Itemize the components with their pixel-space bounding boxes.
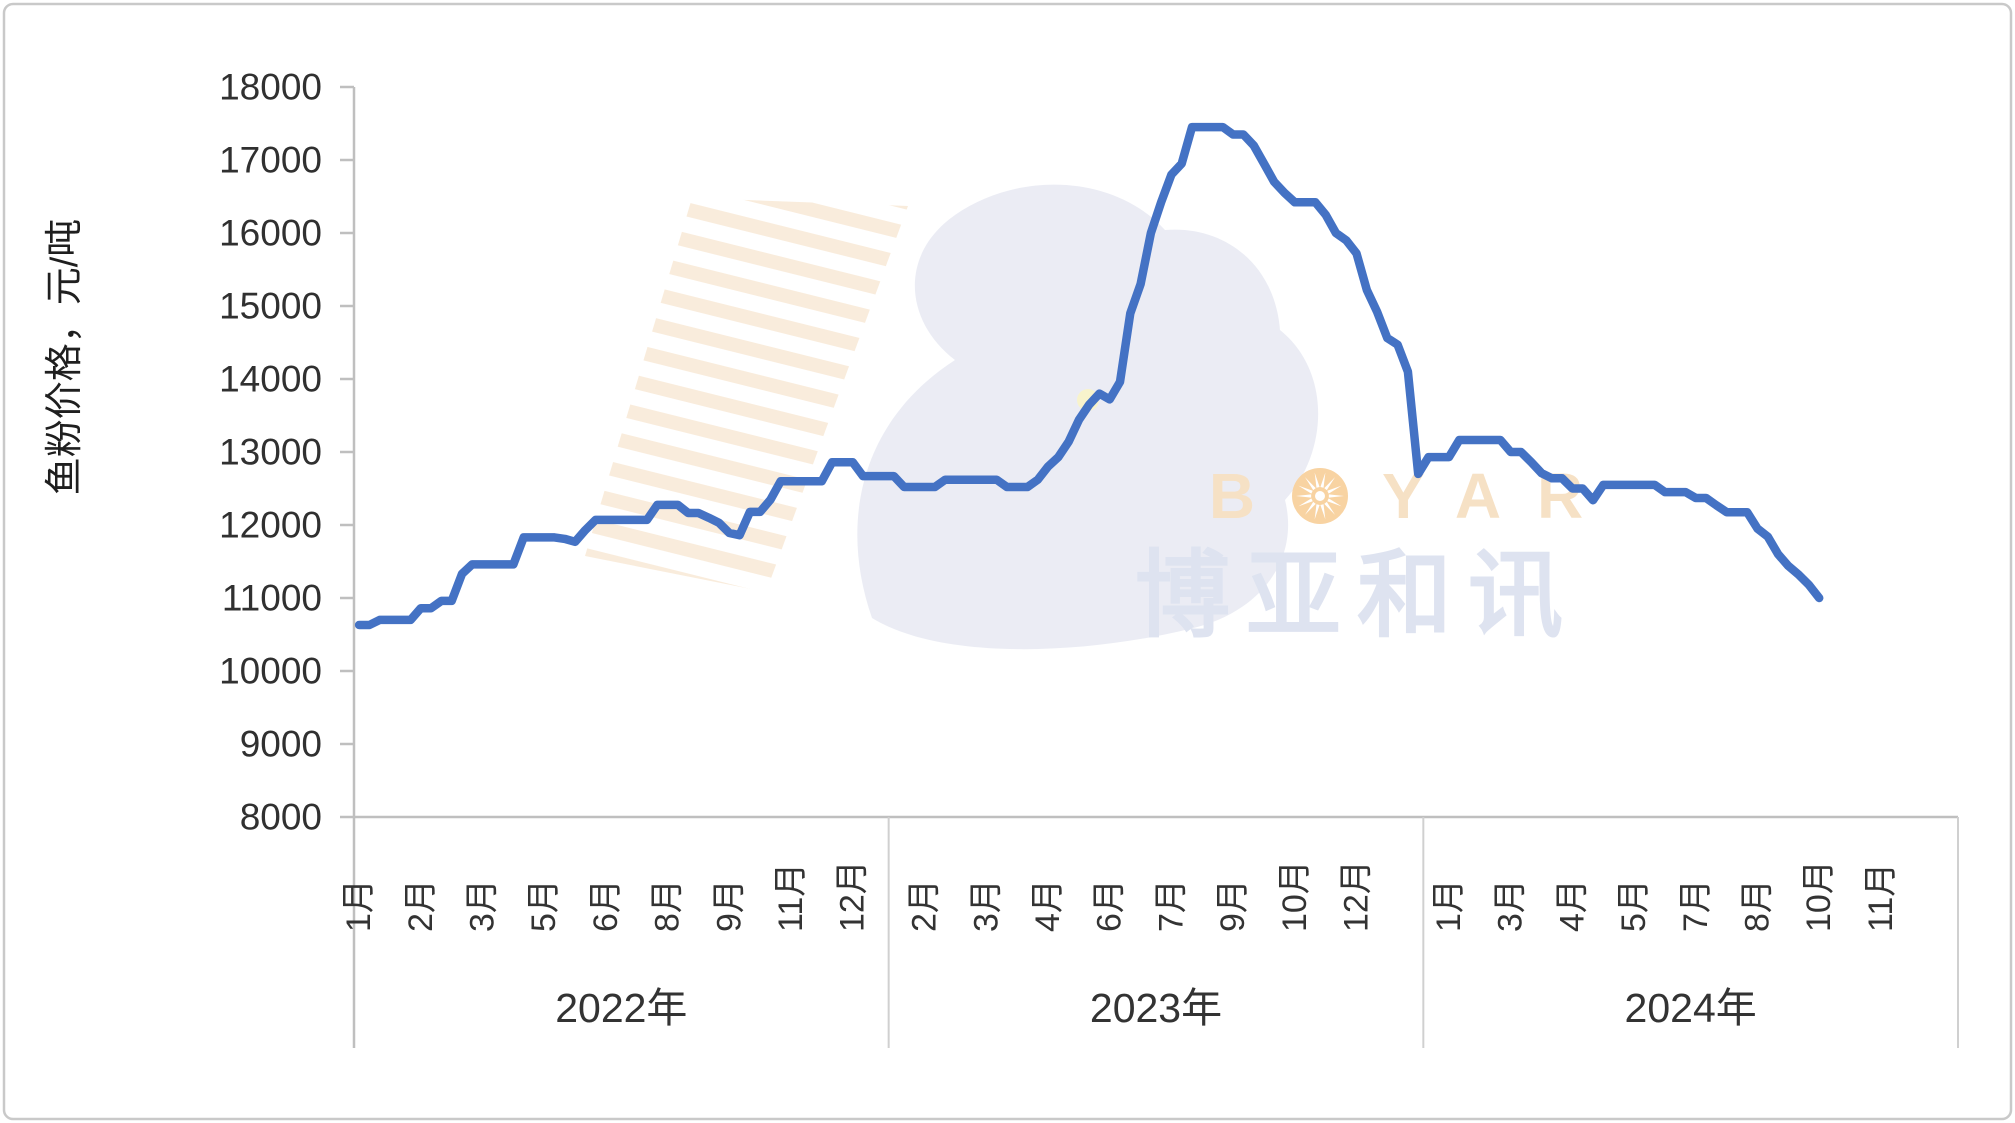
month-tick-label: 11月 xyxy=(1862,863,1900,932)
month-tick-label: 6月 xyxy=(1091,879,1129,932)
sunburst-ray-icon xyxy=(1324,501,1335,515)
month-tick-label: 12月 xyxy=(1338,860,1376,932)
month-tick-label: 3月 xyxy=(967,879,1005,932)
y-tick-label: 13000 xyxy=(219,432,322,473)
watermark-sunburst-icon xyxy=(1292,468,1348,524)
watermark: B YAR 博亚和讯 xyxy=(585,184,1583,650)
watermark-bird-icon xyxy=(857,184,1319,650)
month-tick-label: 9月 xyxy=(1214,879,1252,932)
month-tick-label: 3月 xyxy=(464,879,502,932)
sunburst-core-icon xyxy=(1315,491,1325,501)
month-tick-label: 8月 xyxy=(649,879,687,932)
year-label: 2023年 xyxy=(1090,985,1222,1031)
month-tick-label: 7月 xyxy=(1677,879,1715,932)
y-tick-label: 15000 xyxy=(219,286,322,327)
watermark-striped-wing xyxy=(585,198,908,592)
sunburst-ray-icon xyxy=(1305,501,1316,515)
y-axis-title: 鱼粉价格，元/吨 xyxy=(44,219,86,496)
watermark-brand-chinese: 博亚和讯 xyxy=(1135,543,1579,649)
y-tick-label: 10000 xyxy=(219,651,322,692)
year-label: 2024年 xyxy=(1625,985,1757,1031)
month-tick-label: 12月 xyxy=(834,860,872,932)
sunburst-ray-icon xyxy=(1298,485,1313,494)
sunburst-ray-icon xyxy=(1328,494,1344,498)
sunburst-ray-icon xyxy=(1320,504,1326,520)
watermark-brand-letter-b: B xyxy=(1209,460,1255,532)
y-tick-label: 12000 xyxy=(219,505,322,546)
month-tick-label: 9月 xyxy=(710,879,748,932)
price-line-series xyxy=(354,122,1824,630)
sunburst-ray-icon xyxy=(1314,472,1320,488)
y-tick-label: 16000 xyxy=(219,213,322,254)
month-tick-label: 2月 xyxy=(402,879,440,932)
month-tick-label: 1月 xyxy=(1430,879,1468,932)
month-tick-label: 1月 xyxy=(340,879,378,932)
y-tick-label: 8000 xyxy=(240,797,322,838)
y-tick-label: 11000 xyxy=(222,578,322,619)
month-tick-label: 7月 xyxy=(1152,879,1190,932)
sunburst-ray-icon xyxy=(1324,477,1335,491)
sunburst-ray-icon xyxy=(1298,498,1313,507)
y-tick-label: 18000 xyxy=(219,67,322,108)
year-label: 2022年 xyxy=(555,985,687,1031)
sunburst-ray-icon xyxy=(1296,494,1312,498)
month-tick-label: 5月 xyxy=(525,879,563,932)
month-tick-label: 5月 xyxy=(1615,879,1653,932)
month-tick-label: 11月 xyxy=(772,863,810,932)
price-polyline xyxy=(354,122,1824,630)
y-tick-label: 14000 xyxy=(219,359,322,400)
month-tick-label: 10月 xyxy=(1276,860,1314,932)
month-tick-label: 6月 xyxy=(587,879,625,932)
x-axis: 1月 2月 3月 5月 6月 8月 9月 11月 12月 2022年 2月 3月 4月 6月 7月 9月 10月… xyxy=(340,815,1959,1048)
month-tick-label: 10月 xyxy=(1800,860,1838,932)
month-tick-label: 2月 xyxy=(906,879,944,932)
sunburst-ray-icon xyxy=(1327,498,1342,507)
sunburst-ray-icon xyxy=(1314,504,1320,520)
y-tick-label: 9000 xyxy=(240,724,322,765)
sunburst-ray-icon xyxy=(1305,477,1316,491)
y-tick-label: 17000 xyxy=(219,140,322,181)
month-tick-label: 3月 xyxy=(1492,879,1530,932)
month-tick-label: 4月 xyxy=(1553,879,1591,932)
y-axis: 18000 17000 16000 15000 14000 13000 12000 11000… xyxy=(219,67,356,1048)
month-tick-label: 4月 xyxy=(1029,879,1067,932)
sunburst-ray-icon xyxy=(1320,472,1326,488)
month-tick-label: 8月 xyxy=(1739,879,1777,932)
sunburst-ray-icon xyxy=(1327,485,1342,494)
